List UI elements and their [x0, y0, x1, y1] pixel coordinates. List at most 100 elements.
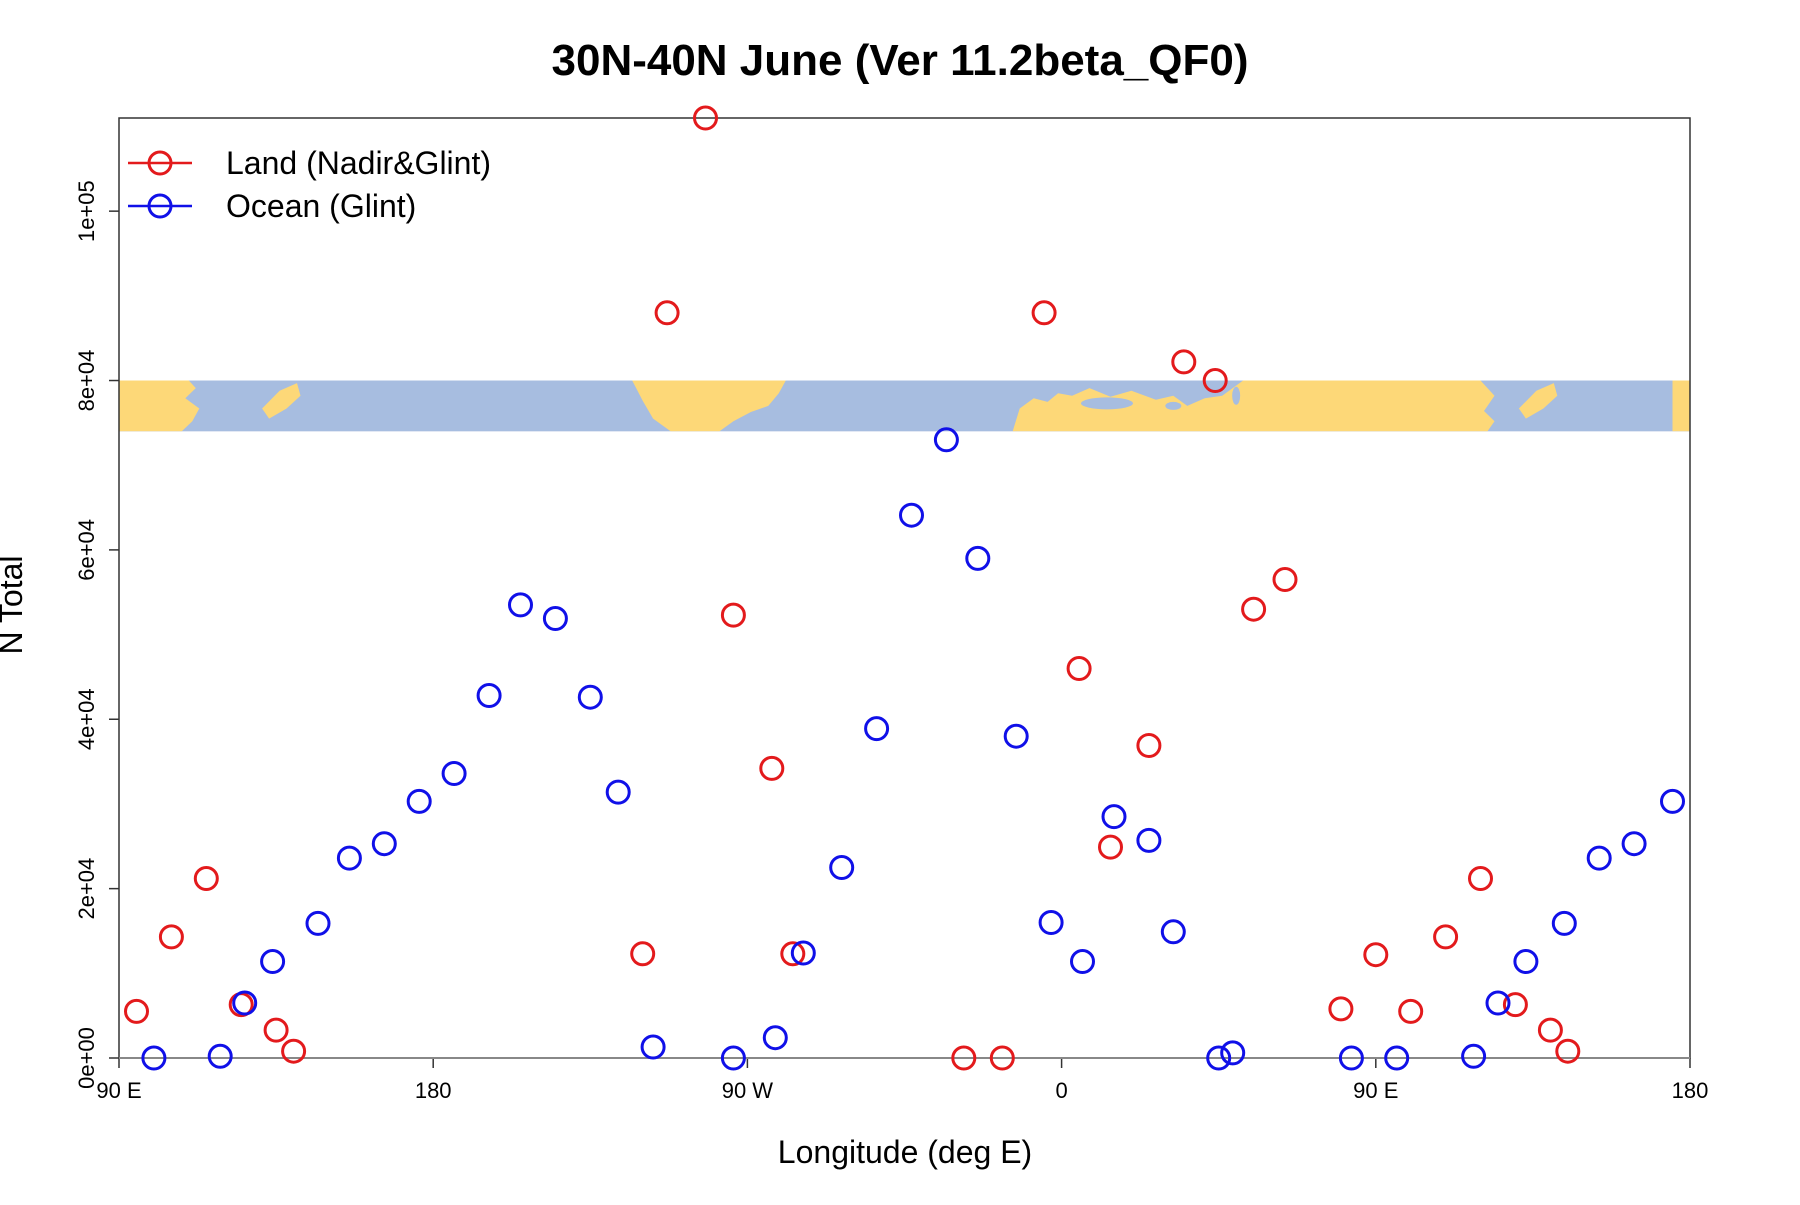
y-axis-label: N Total — [0, 555, 29, 654]
land-point — [780, 941, 806, 967]
x-axis: 90 E 180 90 W 0 90 E 180 — [96, 1058, 1708, 1103]
y-tick-label: 6e+04 — [74, 519, 99, 581]
ocean-point — [864, 716, 890, 742]
land-point — [630, 941, 656, 967]
map-sea — [1080, 397, 1133, 410]
land-point — [693, 105, 718, 131]
ocean-point — [829, 855, 855, 880]
land-point — [1171, 349, 1197, 375]
map-sea — [1165, 401, 1182, 410]
map-landmass — [1672, 380, 1690, 432]
ocean-point — [1384, 1045, 1410, 1071]
ocean-point — [1660, 788, 1685, 814]
y-tick-label: 1e+05 — [74, 180, 99, 242]
map-sea — [1232, 386, 1241, 405]
ocean-point — [762, 1025, 788, 1051]
ocean-point — [406, 788, 432, 814]
land-point — [1136, 733, 1162, 758]
land-point — [759, 755, 785, 781]
ocean-point — [232, 990, 258, 1016]
world-map-strip — [119, 380, 1690, 432]
map-landmass — [632, 380, 786, 432]
x-tick-label: 90 E — [1353, 1078, 1398, 1103]
land-point — [281, 1038, 307, 1064]
ocean-point — [720, 1045, 746, 1071]
legend: Land (Nadir&Glint) Ocean (Glint) — [128, 145, 491, 224]
land-point — [1202, 368, 1228, 393]
ocean-point — [1513, 949, 1539, 974]
map-landmass — [119, 380, 200, 432]
data-points — [119, 105, 1690, 1071]
land-point — [193, 866, 219, 891]
ocean-point — [1485, 990, 1511, 1016]
chart-title: 30N-40N June (Ver 11.2beta_QF0) — [552, 36, 1249, 85]
y-tick-label: 0e+00 — [74, 1027, 99, 1089]
ocean-point — [260, 949, 286, 974]
land-point — [1272, 567, 1298, 592]
land-point — [263, 1017, 289, 1043]
ocean-point — [1070, 949, 1095, 974]
ocean-point — [1220, 1040, 1246, 1066]
ocean-point — [371, 831, 397, 857]
land-point — [1502, 992, 1528, 1018]
land-point — [720, 602, 746, 628]
map-landmass — [1518, 383, 1558, 419]
x-tick-label: 0 — [1055, 1078, 1067, 1103]
ocean-point — [542, 606, 568, 631]
series-land — [124, 105, 1581, 1071]
land-point — [158, 924, 184, 950]
x-tick-label: 180 — [415, 1078, 452, 1103]
ocean-point — [577, 684, 603, 710]
land-point — [124, 998, 149, 1024]
land-point — [1468, 866, 1493, 891]
land-point — [1098, 834, 1123, 860]
ocean-point — [640, 1034, 666, 1060]
ocean-point — [1461, 1043, 1487, 1069]
ocean-point — [141, 1045, 167, 1071]
ocean-point — [1621, 831, 1647, 857]
y-tick-label: 4e+04 — [74, 688, 99, 750]
ocean-point — [441, 761, 467, 786]
legend-label-land: Land (Nadir&Glint) — [226, 145, 491, 181]
land-point — [1555, 1038, 1581, 1064]
y-tick-label: 2e+04 — [74, 858, 99, 920]
land-point — [1433, 924, 1459, 950]
map-landmass — [1012, 380, 1495, 432]
land-point — [654, 300, 680, 326]
land-point — [989, 1045, 1015, 1071]
land-point — [1363, 942, 1389, 968]
y-axis: 0e+00 2e+04 4e+04 6e+04 8e+04 1e+05 — [74, 180, 119, 1089]
ocean-point — [1003, 723, 1029, 749]
ocean-point — [1160, 919, 1186, 945]
ocean-point — [1136, 827, 1162, 853]
series-ocean — [141, 427, 1685, 1071]
y-tick-label: 8e+04 — [74, 350, 99, 412]
land-point — [1398, 998, 1424, 1024]
land-point — [1328, 996, 1354, 1022]
ocean-point — [1101, 804, 1127, 830]
legend-label-ocean: Ocean (Glint) — [226, 188, 416, 224]
ocean-point — [965, 545, 991, 571]
land-point — [1241, 596, 1267, 622]
ocean-point — [899, 502, 924, 528]
ocean-point — [605, 779, 631, 805]
ocean-point — [1206, 1045, 1232, 1071]
x-tick-label: 90 W — [722, 1078, 774, 1103]
ocean-point — [790, 940, 816, 966]
land-point — [1031, 300, 1057, 326]
land-point — [1066, 656, 1092, 681]
ocean-point — [933, 427, 959, 453]
ocean-point — [1038, 910, 1064, 935]
plot-frame — [118, 117, 1691, 1059]
ocean-point — [305, 910, 331, 936]
x-tick-label: 180 — [1672, 1078, 1709, 1103]
ocean-point — [336, 845, 362, 871]
ocean-point — [508, 592, 533, 618]
x-axis-label: Longitude (deg E) — [778, 1134, 1032, 1170]
land-point — [1537, 1017, 1563, 1043]
ocean-point — [207, 1043, 233, 1069]
legend-marker-ocean — [147, 193, 173, 219]
ocean-point — [1551, 910, 1577, 936]
ocean-point — [1338, 1045, 1364, 1071]
